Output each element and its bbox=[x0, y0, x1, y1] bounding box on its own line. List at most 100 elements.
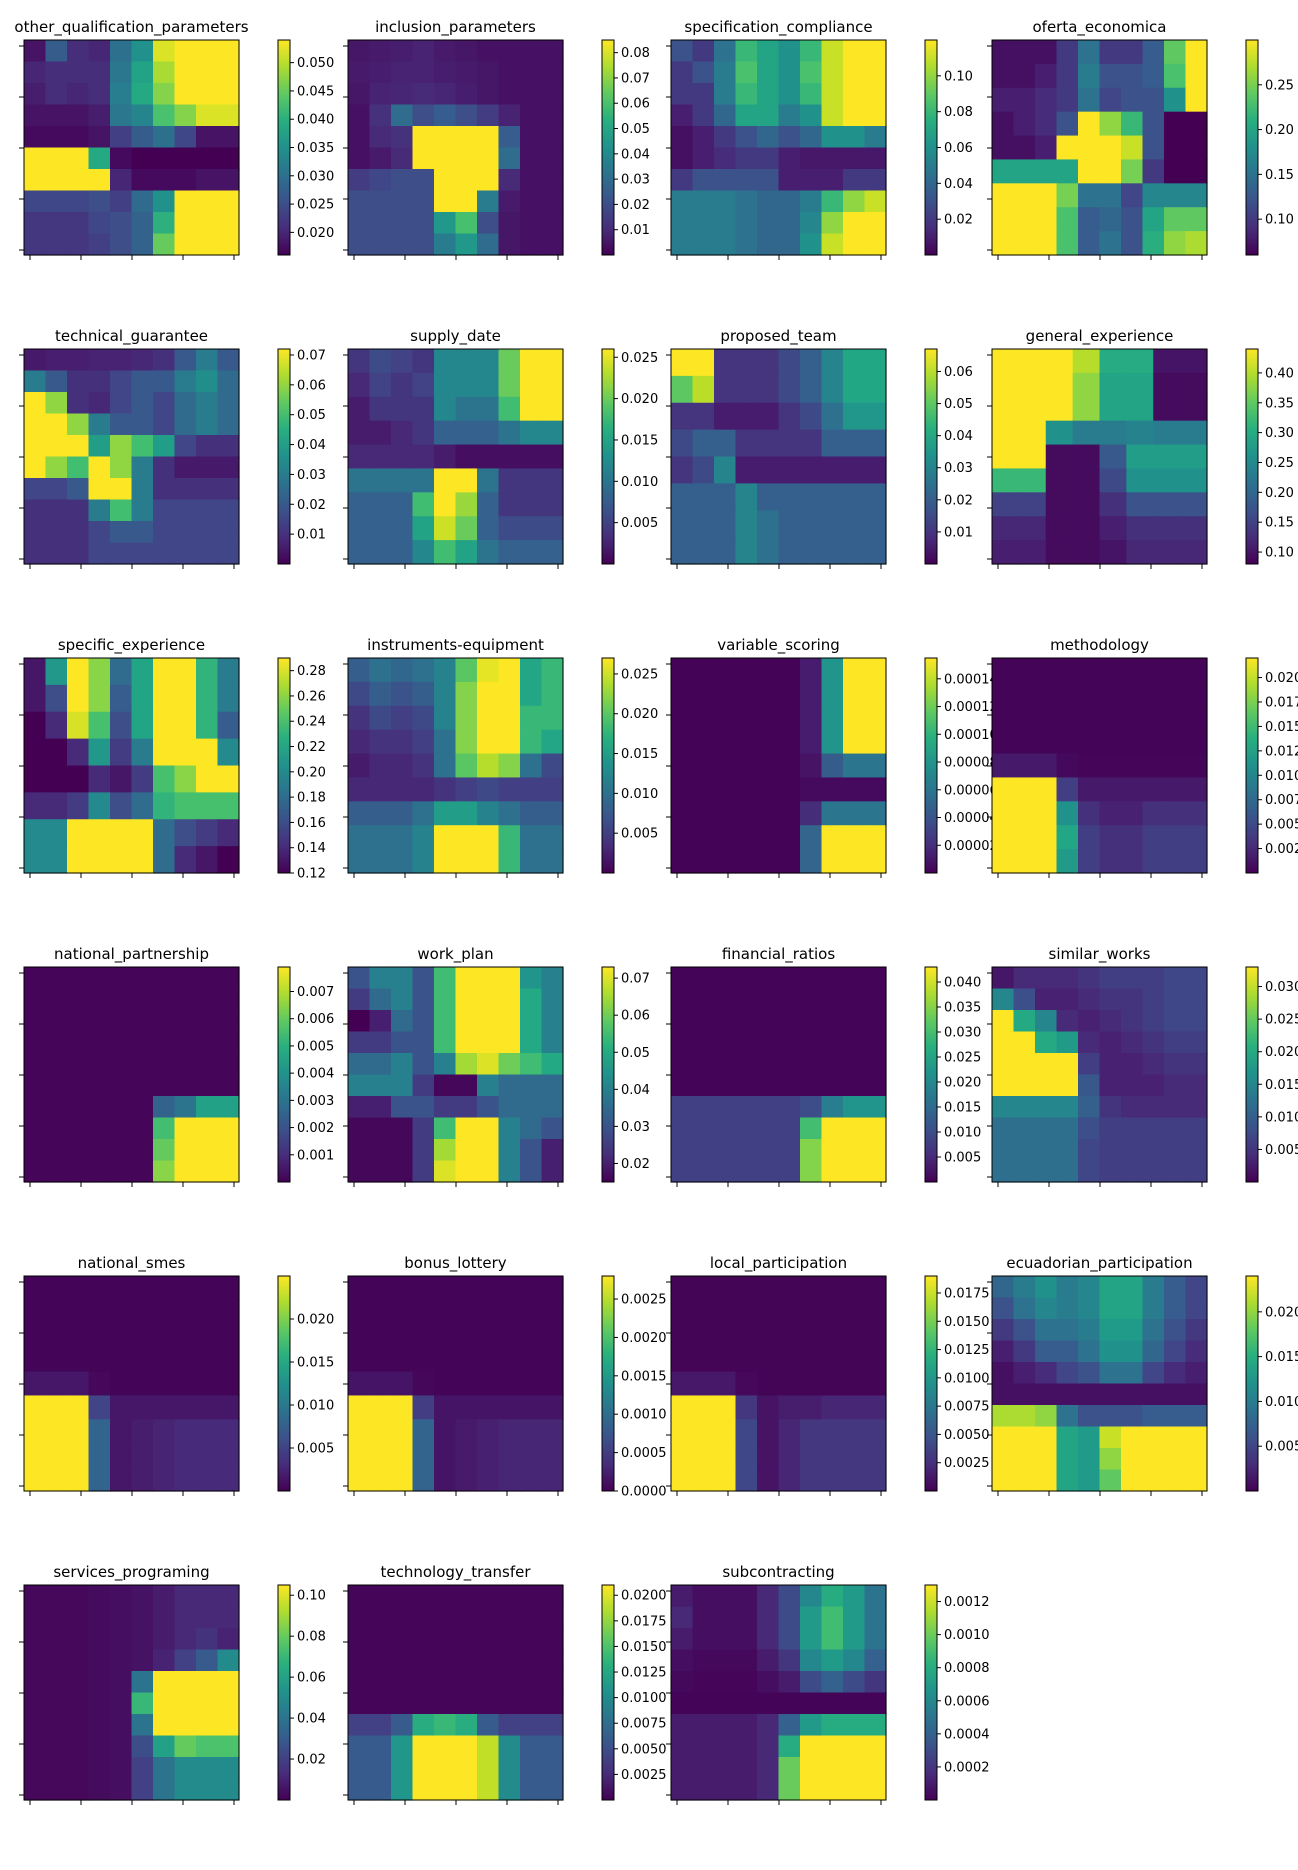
heatmap-cell bbox=[714, 1735, 737, 1758]
heatmap-cell bbox=[110, 61, 133, 84]
heatmap-cell bbox=[217, 370, 240, 393]
heatmap-cell bbox=[131, 1139, 154, 1162]
heatmap-cell bbox=[671, 169, 694, 192]
heatmap-cell bbox=[1099, 825, 1122, 850]
heatmap-cell bbox=[369, 1467, 392, 1492]
heatmap-cell bbox=[1056, 1426, 1079, 1449]
heatmap-cell bbox=[735, 1299, 758, 1325]
heatmap-cell bbox=[735, 1010, 758, 1033]
heatmap-cell bbox=[498, 1443, 521, 1468]
heatmap-cell bbox=[174, 212, 197, 235]
heatmap-cell bbox=[864, 777, 887, 802]
heatmap-cell bbox=[369, 1692, 392, 1715]
heatmap-cell bbox=[88, 1053, 111, 1076]
heatmap-cell bbox=[821, 1735, 844, 1758]
heatmap-cell bbox=[692, 849, 715, 874]
heatmap-cell bbox=[1035, 1160, 1058, 1183]
heatmap-cell bbox=[1072, 516, 1101, 541]
heatmap-cell bbox=[1099, 135, 1122, 161]
heatmap-cell bbox=[992, 468, 1020, 493]
heatmap-cell bbox=[412, 1671, 435, 1694]
heatmap-cell bbox=[369, 658, 392, 683]
heatmap-cell bbox=[671, 1096, 694, 1119]
heatmap-cell bbox=[843, 1371, 866, 1397]
heatmap-cell bbox=[434, 1649, 457, 1672]
heatmap-cell bbox=[110, 1714, 133, 1737]
heatmap-cell bbox=[843, 801, 866, 826]
heatmap-cell bbox=[735, 212, 758, 235]
heatmap-cell bbox=[757, 1443, 780, 1468]
heatmap-cell bbox=[217, 1117, 240, 1140]
heatmap-cell bbox=[692, 1467, 715, 1492]
heatmap-cell bbox=[821, 1347, 844, 1373]
heatmap-cell bbox=[110, 988, 133, 1011]
heatmap-cell bbox=[992, 492, 1020, 517]
heatmap-cell bbox=[778, 1606, 801, 1629]
heatmap-cell bbox=[1142, 1276, 1165, 1299]
heatmap-cell bbox=[217, 83, 240, 106]
heatmap-cell bbox=[391, 801, 414, 826]
heatmap-cell bbox=[498, 40, 521, 63]
heatmap-cell bbox=[1013, 1074, 1036, 1097]
heatmap-cell bbox=[348, 705, 371, 731]
heatmap-cell bbox=[131, 1347, 154, 1373]
heatmap-cell bbox=[864, 1323, 887, 1349]
heatmap-cell bbox=[520, 1074, 543, 1097]
heatmap-cell bbox=[391, 1096, 414, 1119]
heatmap-cell bbox=[412, 372, 435, 398]
heatmap-cell bbox=[45, 233, 68, 256]
heatmap-cell bbox=[477, 1757, 500, 1780]
heatmap-cell bbox=[1164, 849, 1187, 874]
colorbar-tick-label: 0.004 bbox=[297, 1067, 334, 1082]
heatmap-cell bbox=[217, 1160, 240, 1183]
heatmap-cell bbox=[843, 1692, 866, 1715]
heatmap-cell bbox=[24, 711, 47, 740]
heatmap-cell bbox=[174, 456, 197, 479]
heatmap-cell bbox=[110, 1010, 133, 1033]
heatmap-cell bbox=[714, 1160, 737, 1183]
heatmap-cell bbox=[714, 777, 737, 802]
heatmap-cell bbox=[692, 1585, 715, 1608]
colorbar-tick-label: 0.010 bbox=[297, 1399, 334, 1414]
heatmap-cell bbox=[153, 1692, 176, 1715]
heatmap-cell bbox=[391, 705, 414, 731]
heatmap-cell bbox=[843, 233, 866, 256]
heatmap-cell bbox=[88, 1117, 111, 1140]
heatmap-cell bbox=[434, 988, 457, 1011]
heatmap-cell bbox=[692, 1010, 715, 1033]
colorbar-tick-label: 0.0125 bbox=[1265, 744, 1298, 759]
colorbar-tick-label: 0.00008 bbox=[944, 756, 998, 771]
heatmap-cell bbox=[174, 1117, 197, 1140]
heatmap-cell bbox=[778, 212, 801, 235]
heatmap-cell bbox=[348, 1778, 371, 1801]
heatmap-cell bbox=[348, 40, 371, 63]
heatmap-cell bbox=[498, 753, 521, 779]
heatmap-cell bbox=[455, 147, 478, 170]
heatmap-cell bbox=[1099, 658, 1122, 683]
heatmap-cell bbox=[45, 499, 68, 522]
colorbar-tick-label: 0.020 bbox=[621, 392, 658, 407]
heatmap-cell bbox=[800, 1778, 823, 1801]
heatmap-cell bbox=[369, 468, 392, 493]
heatmap-cell bbox=[778, 1371, 801, 1397]
heatmap-cell bbox=[434, 1735, 457, 1758]
heatmap-cell bbox=[1121, 753, 1144, 779]
heatmap-cell bbox=[391, 777, 414, 802]
heatmap-cell bbox=[541, 825, 564, 850]
heatmap-cell bbox=[477, 1649, 500, 1672]
heatmap-cell bbox=[843, 825, 866, 850]
heatmap-cell bbox=[692, 1371, 715, 1397]
heatmap-cell bbox=[131, 478, 154, 501]
heatmap-cell bbox=[153, 1778, 176, 1801]
heatmap-cell bbox=[217, 1096, 240, 1119]
heatmap-cell bbox=[196, 456, 219, 479]
heatmap-cell bbox=[1035, 1010, 1058, 1033]
colorbar-tick-label: 0.0175 bbox=[944, 1286, 990, 1301]
heatmap-cell bbox=[843, 1323, 866, 1349]
heatmap-cell bbox=[131, 1031, 154, 1054]
heatmap-cell bbox=[434, 1628, 457, 1651]
heatmap-cell bbox=[843, 1299, 866, 1325]
heatmap-cell bbox=[1099, 540, 1127, 565]
heatmap-cell bbox=[1142, 1448, 1165, 1471]
heatmap-cell bbox=[1099, 111, 1122, 137]
